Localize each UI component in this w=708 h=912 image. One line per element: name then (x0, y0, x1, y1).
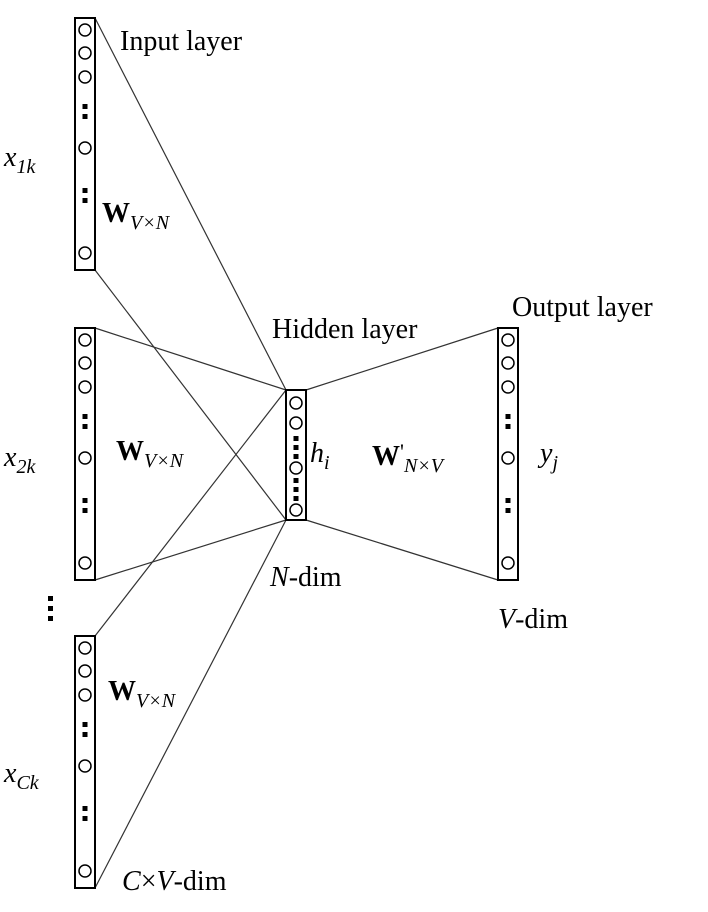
hidden-layer-label: Hidden layer (272, 314, 418, 345)
ellipsis-dot (293, 478, 299, 483)
neuron (78, 141, 92, 155)
neuron (78, 688, 92, 702)
ellipsis-dot (293, 445, 299, 450)
neuron (78, 641, 92, 655)
ellipsis-dot (82, 104, 88, 109)
neuron (501, 556, 515, 570)
context-ellipsis (48, 596, 53, 621)
ellipsis-dot (82, 806, 88, 811)
weight-matrix-1-label: WV×N (102, 198, 171, 234)
ellipsis-dot (505, 508, 511, 513)
edge (94, 269, 287, 521)
edge (94, 327, 287, 391)
weight-matrix-2-label: WV×N (116, 436, 185, 472)
neuron (78, 556, 92, 570)
neuron (289, 416, 303, 430)
output-weight-matrix-label: W'N×V (372, 439, 446, 477)
output-layer-label: Output layer (512, 292, 653, 323)
weight-matrix-c-label: WV×N (108, 676, 177, 712)
edge (94, 519, 287, 889)
v-dim-label: V-dim (498, 604, 568, 635)
ellipsis-dot (293, 496, 299, 501)
neuron (289, 503, 303, 517)
ellipsis-dot (82, 114, 88, 119)
edge (305, 327, 499, 391)
neuron (78, 356, 92, 370)
neuron (78, 333, 92, 347)
edge (94, 519, 287, 581)
xck-label: xCk (3, 758, 40, 794)
neuron (78, 759, 92, 773)
neuron (78, 380, 92, 394)
ellipsis-dot (82, 732, 88, 737)
neuron (78, 664, 92, 678)
ellipsis-dot (82, 498, 88, 503)
edge (305, 519, 499, 581)
neuron (78, 451, 92, 465)
ellipsis-dot (82, 722, 88, 727)
ellipsis-dot (82, 414, 88, 419)
ellipsis-dot (505, 498, 511, 503)
x2k-label: x2k (3, 442, 36, 478)
ellipsis-dot (82, 816, 88, 821)
neuron (501, 451, 515, 465)
neuron (78, 70, 92, 84)
neuron (501, 333, 515, 347)
neuron (78, 23, 92, 37)
n-dim-label: N-dim (269, 562, 342, 593)
neuron (78, 246, 92, 260)
neuron (501, 380, 515, 394)
neuron (78, 46, 92, 60)
ellipsis-dot (82, 508, 88, 513)
ellipsis-dot (505, 424, 511, 429)
input-layer-label: Input layer (120, 26, 243, 57)
connections (94, 17, 499, 889)
ellipsis-dot (293, 487, 299, 492)
ellipsis-dot (293, 454, 299, 459)
neuron (501, 356, 515, 370)
neuron (78, 864, 92, 878)
output-unit-label: yj (537, 438, 558, 474)
ellipsis-dot (82, 188, 88, 193)
cv-dim-label: C×V-dim (122, 866, 227, 897)
ellipsis-dot (293, 436, 299, 441)
edge (94, 389, 287, 637)
edge (94, 17, 287, 391)
x1k-label: x1k (3, 142, 36, 178)
neuron (289, 461, 303, 475)
neuron (289, 396, 303, 410)
ellipsis-dot (82, 424, 88, 429)
ellipsis-dot (505, 414, 511, 419)
hidden-unit-label: hi (310, 438, 330, 474)
ellipsis-dot (82, 198, 88, 203)
